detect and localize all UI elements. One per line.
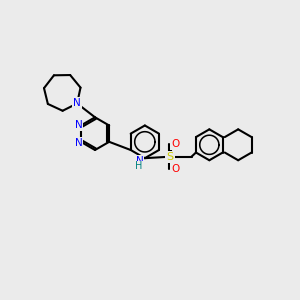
Text: O: O <box>171 139 180 149</box>
Text: N: N <box>75 138 83 148</box>
Text: N: N <box>75 120 83 130</box>
Text: H: H <box>135 161 142 172</box>
Text: N: N <box>73 98 81 109</box>
Text: S: S <box>167 152 174 162</box>
Text: N: N <box>136 156 143 166</box>
Text: O: O <box>171 164 180 174</box>
